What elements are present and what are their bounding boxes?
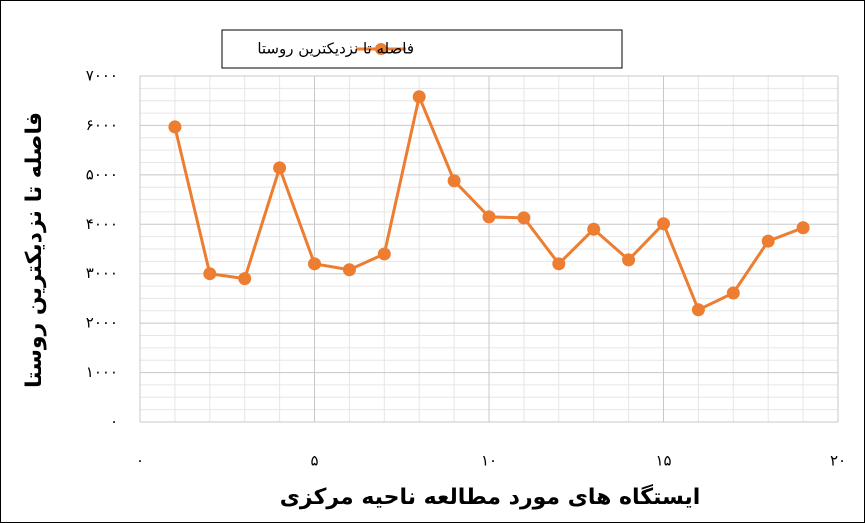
data-point xyxy=(168,120,182,134)
data-point xyxy=(377,247,391,261)
data-point xyxy=(412,90,426,104)
x-tick-label: ۰ xyxy=(136,452,144,470)
data-point xyxy=(761,234,775,248)
legend-box xyxy=(221,29,623,69)
y-tick-label: ۱۰۰۰ xyxy=(86,363,118,381)
data-point xyxy=(203,267,217,281)
data-point xyxy=(342,263,356,277)
grid xyxy=(139,75,839,423)
data-point xyxy=(517,211,531,225)
data-point xyxy=(726,286,740,300)
data-point xyxy=(552,257,566,271)
data-point xyxy=(308,257,321,271)
data-point xyxy=(796,221,810,235)
y-tick-label: ۵۰۰۰ xyxy=(86,165,118,183)
x-tick-label: ۱۰ xyxy=(481,452,497,470)
y-tick-label: ۷۰۰۰ xyxy=(86,67,118,85)
data-point xyxy=(482,210,496,224)
data-point xyxy=(587,222,601,236)
data-point xyxy=(273,161,287,175)
x-tick-label: ۱۵ xyxy=(655,452,671,470)
y-tick-label: ۰ xyxy=(110,413,118,431)
y-tick-label: ۳۰۰۰ xyxy=(86,264,118,282)
y-tick-label: ۶۰۰۰ xyxy=(86,116,118,134)
legend-marker xyxy=(375,43,387,55)
y-tick-label: ۲۰۰۰ xyxy=(86,314,118,332)
legend-label: فاصله تا نزدیکترین روستا xyxy=(257,40,414,58)
data-point xyxy=(691,303,705,317)
x-tick-label: ۵ xyxy=(310,452,318,470)
x-tick-label: ۲۰ xyxy=(830,452,846,470)
data-point xyxy=(622,253,636,267)
data-point xyxy=(238,272,252,286)
x-axis-title: ایستگاه های مورد مطالعه ناحیه مرکزی xyxy=(280,483,701,510)
y-tick-label: ۴۰۰۰ xyxy=(86,215,118,233)
y-axis-title: فاصله تا نزدیکترین روستا xyxy=(22,112,47,388)
data-point xyxy=(657,217,670,231)
data-point xyxy=(447,174,461,188)
